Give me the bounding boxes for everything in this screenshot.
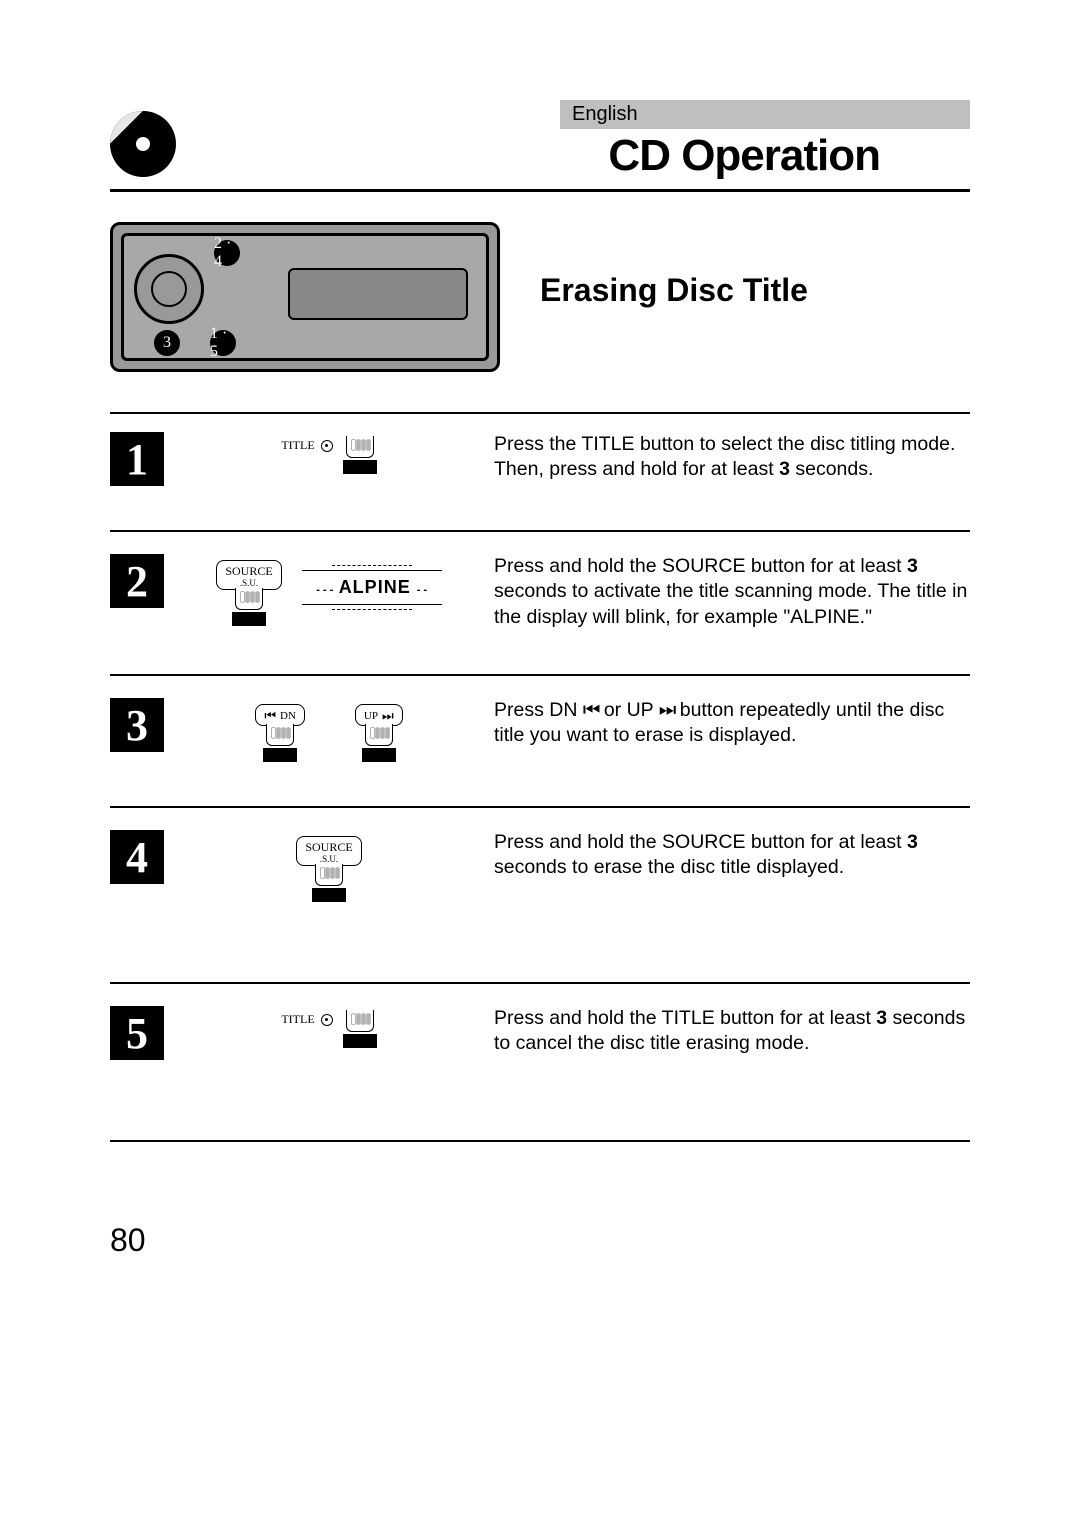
- forward-icon: ⏭: [659, 699, 675, 721]
- button-label: SOURCE .S.U.: [296, 836, 361, 866]
- step-row: 5 TITLE Press and hold the TITLE button …: [110, 984, 970, 1142]
- button-label: SOURCE .S.U.: [216, 560, 281, 590]
- next-track-icon: ⏭: [382, 708, 394, 724]
- page-title: CD Operation: [608, 131, 970, 181]
- press-hand-icon: [343, 1012, 377, 1048]
- step-text: Press and hold the SOURCE button for at …: [494, 554, 970, 630]
- press-hand-icon: UP⏭: [355, 704, 403, 762]
- step-text: Press DN ⏮ or UP ⏭ button repeatedly unt…: [494, 698, 970, 749]
- title-block: English CD Operation: [220, 100, 970, 181]
- language-badge: English: [560, 100, 970, 129]
- press-hand-icon: ⏮DN: [255, 704, 305, 762]
- press-hand-icon: SOURCE .S.U.: [296, 836, 361, 902]
- dot-icon: [321, 440, 333, 452]
- dn-button-label: ⏮DN: [255, 704, 305, 726]
- cd-icon: [110, 111, 180, 181]
- step-row: 2 SOURCE .S.U. - - - ALPINE - - Press an…: [110, 532, 970, 676]
- press-hand-icon: SOURCE .S.U.: [216, 560, 281, 626]
- step-illustration: TITLE: [174, 432, 484, 474]
- step-number: 5: [110, 1006, 164, 1060]
- step-text: Press the TITLE button to select the dis…: [494, 432, 970, 483]
- callout-badge: 2 · 4: [214, 240, 240, 266]
- prev-track-icon: ⏮: [264, 708, 276, 724]
- step-row: 1 TITLE Press the TITLE button to select…: [110, 412, 970, 532]
- step-number: 4: [110, 830, 164, 884]
- step-text: Press and hold the SOURCE button for at …: [494, 830, 970, 881]
- step-number: 2: [110, 554, 164, 608]
- step-row: 4 SOURCE .S.U. Press and hold the SOURCE…: [110, 808, 970, 984]
- callout-badge: 1 · 5: [210, 330, 236, 356]
- button-label: TITLE: [281, 438, 332, 453]
- radio-illustration: 2 · 4 3 1 · 5: [110, 222, 500, 372]
- press-hand-icon: [343, 438, 377, 474]
- step-illustration: TITLE: [174, 1006, 484, 1048]
- page-number: 80: [110, 1222, 970, 1259]
- step-text: Press and hold the TITLE button for at l…: [494, 1006, 970, 1057]
- display-panel: - - - ALPINE - -: [302, 560, 442, 615]
- step-illustration: SOURCE .S.U.: [174, 830, 484, 902]
- section-subtitle: Erasing Disc Title: [540, 272, 808, 309]
- step-illustration: SOURCE .S.U. - - - ALPINE - -: [174, 554, 484, 626]
- step-illustration: ⏮DN UP⏭: [174, 698, 484, 762]
- step-row: 3 ⏮DN UP⏭ Press DN ⏮ or UP ⏭ button repe…: [110, 676, 970, 808]
- section-header: 2 · 4 3 1 · 5 Erasing Disc Title: [110, 222, 970, 372]
- up-button-label: UP⏭: [355, 704, 403, 726]
- dot-icon: [321, 1014, 333, 1026]
- step-number: 3: [110, 698, 164, 752]
- step-number: 1: [110, 432, 164, 486]
- rewind-icon: ⏮: [583, 699, 599, 721]
- page-header: English CD Operation: [110, 100, 970, 192]
- button-label: TITLE: [281, 1012, 332, 1027]
- callout-badge: 3: [154, 330, 180, 356]
- display-text: ALPINE: [339, 577, 411, 597]
